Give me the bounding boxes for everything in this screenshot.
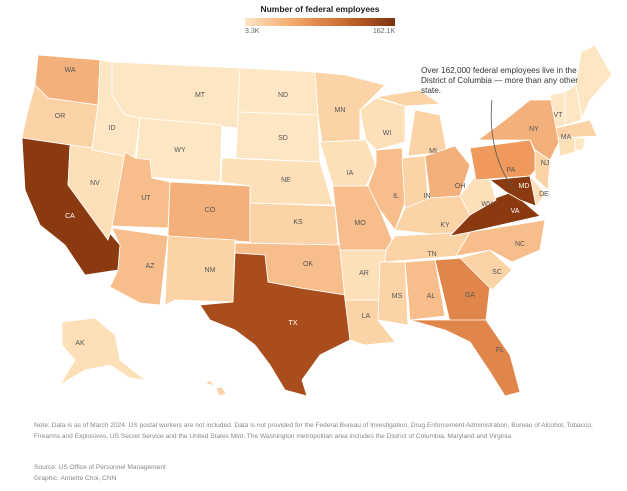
dc-annotation: Over 162,000 federal employees live in t… (421, 66, 578, 95)
us-choropleth-map: WA OR CA NV ID MT WY UT CO AZ NM ND SD NE KS OK TX MN IA MO… (21, 44, 613, 397)
state-label-sc: SC (492, 269, 502, 276)
state-label-ok: OK (303, 261, 313, 268)
state-nj[interactable] (534, 149, 551, 191)
state-ia[interactable] (319, 139, 377, 187)
legend-min-label: 3.3K (245, 28, 260, 35)
state-label-ca: CA (65, 213, 75, 220)
state-hi[interactable] (204, 379, 227, 397)
state-me[interactable] (575, 44, 613, 120)
state-label-la: LA (362, 313, 371, 320)
state-label-nm: NM (205, 267, 216, 274)
state-sc[interactable] (459, 249, 513, 291)
state-label-nj: NJ (541, 160, 550, 167)
state-label-oh: OH (455, 183, 466, 190)
state-label-or: OR (55, 113, 66, 120)
state-label-mt: MT (195, 92, 206, 99)
state-label-ar: AR (359, 270, 369, 277)
state-label-vt: VT (554, 112, 564, 119)
legend-title: Number of federal employees (260, 4, 380, 14)
state-nh[interactable] (564, 84, 583, 126)
state-label-nd: ND (278, 92, 288, 99)
state-label-tx: TX (289, 320, 298, 327)
state-label-ks: KS (293, 219, 303, 226)
state-label-ma: MA (561, 134, 572, 141)
state-label-fl: FL (496, 347, 504, 354)
state-ut[interactable] (111, 151, 171, 229)
state-tx[interactable] (199, 252, 351, 397)
state-label-ky: KY (440, 222, 450, 229)
state-md[interactable] (488, 175, 537, 207)
state-label-wa: WA (64, 67, 75, 74)
state-label-sd: SD (278, 135, 288, 142)
state-label-al: AL (427, 293, 436, 300)
state-fl[interactable] (409, 319, 521, 397)
state-az[interactable] (109, 227, 169, 306)
state-ms[interactable] (377, 261, 409, 326)
state-label-ut: UT (141, 195, 151, 202)
state-label-wy: WY (174, 147, 186, 154)
state-oh[interactable] (424, 145, 471, 199)
footnote: Note: Data is as of March 2024. US posta… (34, 422, 593, 440)
credit: Graphic: Annette Choi, CNN (34, 474, 117, 482)
state-wi[interactable] (359, 97, 406, 151)
state-label-pa: PA (507, 167, 516, 174)
state-mn[interactable] (314, 71, 386, 143)
state-wv[interactable] (459, 174, 497, 216)
state-label-nv: NV (90, 180, 100, 187)
state-label-co: CO (205, 207, 216, 214)
state-ma[interactable] (555, 119, 598, 139)
annotation-leader-line (490, 99, 518, 193)
source-credit: Source: US Office of Personnel Managemen… (34, 463, 166, 484)
legend-max-label: 162.1K (372, 28, 395, 35)
state-de[interactable] (529, 174, 547, 207)
state-ak[interactable] (59, 317, 147, 386)
state-label-mn: MN (335, 107, 346, 114)
state-label-mi: MI (429, 148, 437, 155)
state-label-tn: TN (427, 251, 436, 258)
state-label-md: MD (519, 183, 530, 190)
state-label-ak: AK (75, 340, 85, 347)
state-label-wv: WV (481, 201, 493, 208)
state-label-wi: WI (383, 130, 392, 137)
state-il[interactable] (367, 147, 407, 231)
state-label-mo: MO (354, 220, 366, 227)
state-label-ia: IA (347, 170, 354, 177)
state-label-ny: NY (529, 126, 539, 133)
state-label-ne: NE (281, 177, 291, 184)
state-pa[interactable] (469, 139, 541, 181)
state-label-ms: MS (392, 293, 403, 300)
state-label-il: IL (393, 193, 399, 200)
state-al[interactable] (404, 259, 446, 321)
state-label-ga: GA (465, 292, 475, 299)
state-wy[interactable] (134, 117, 223, 183)
source: Source: US Office of Personnel Managemen… (34, 464, 166, 471)
state-nm[interactable] (164, 235, 236, 306)
state-label-de: DE (539, 191, 549, 198)
state-label-az: AZ (146, 263, 156, 270)
state-label-in: IN (424, 193, 431, 200)
state-ri[interactable] (574, 137, 586, 151)
legend-color-scale (245, 18, 395, 26)
state-label-nc: NC (515, 241, 525, 248)
state-ct[interactable] (557, 137, 576, 157)
state-label-id: ID (109, 125, 116, 132)
state-label-va: VA (511, 208, 520, 215)
